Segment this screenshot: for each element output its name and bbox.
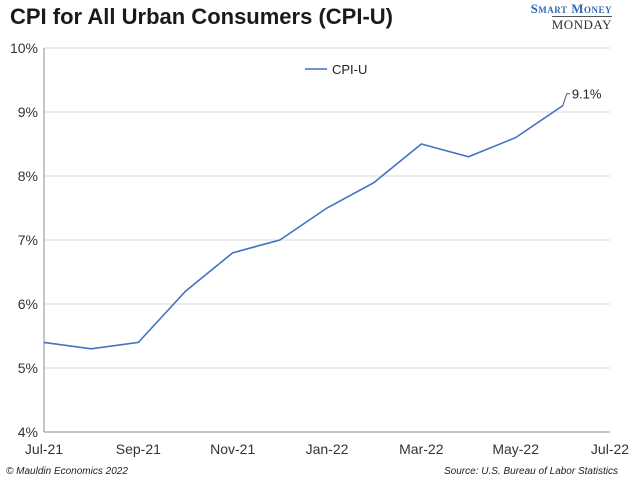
legend-label: CPI-U: [332, 62, 367, 77]
y-tick-label: 6%: [18, 296, 38, 312]
data-point: [468, 156, 469, 158]
x-tick-label: Sep-21: [116, 441, 161, 457]
annotation-leader: [562, 93, 570, 106]
data-point: [90, 348, 92, 350]
data-point: [279, 239, 281, 241]
y-tick-label: 4%: [18, 424, 38, 440]
x-tick-label: Mar-22: [399, 441, 444, 457]
annotation-label: 9.1%: [572, 87, 602, 102]
y-tick-label: 5%: [18, 360, 38, 376]
y-tick-label: 10%: [10, 40, 38, 56]
data-point: [373, 181, 375, 183]
x-tick-label: Jul-21: [25, 441, 63, 457]
x-tick-label: Nov-21: [210, 441, 255, 457]
x-tick-label: May-22: [492, 441, 539, 457]
data-point: [515, 137, 517, 139]
brand-line1: Smart Money: [530, 1, 612, 16]
chart-title: CPI for All Urban Consumers (CPI-U): [10, 4, 393, 29]
x-tick-label: Jul-22: [591, 441, 629, 457]
data-point: [43, 341, 45, 343]
series-line-cpi-u: [43, 104, 564, 350]
x-tick-label: Jan-22: [306, 441, 349, 457]
data-point: [137, 341, 139, 343]
y-tick-label: 8%: [18, 168, 38, 184]
brand-logo: Smart Money MONDAY: [531, 2, 612, 32]
data-point: [232, 252, 234, 254]
data-point: [185, 290, 186, 292]
data-point: [326, 207, 328, 209]
brand-line2: MONDAY: [551, 16, 612, 32]
source-note: Source: U.S. Bureau of Labor Statistics: [444, 466, 618, 477]
copyright-note: © Mauldin Economics 2022: [6, 466, 128, 477]
y-tick-label: 7%: [18, 232, 38, 248]
data-point: [420, 143, 422, 145]
y-tick-label: 9%: [18, 104, 38, 120]
